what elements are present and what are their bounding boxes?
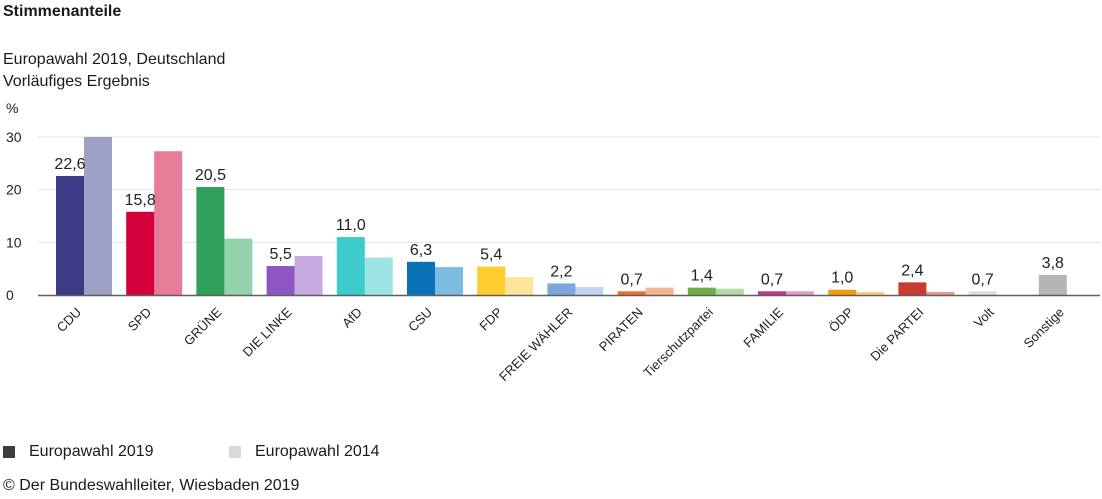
bar-2019: [266, 266, 295, 295]
bar-2014: [505, 277, 534, 295]
x-category-label: SPD: [125, 305, 155, 335]
bar-2014: [154, 151, 183, 295]
y-tick-label: 20: [6, 182, 22, 198]
bar-2019: [617, 291, 646, 295]
bar-2014: [715, 288, 744, 295]
bar-2019: [126, 211, 155, 295]
data-label-2019: 3,8: [1042, 255, 1064, 272]
data-label-2019: 11,0: [336, 217, 366, 234]
bar-2019: [828, 289, 857, 295]
y-axis-unit-label: %: [6, 100, 19, 116]
x-category-label: Volt: [971, 304, 997, 330]
legend-item-2014: Europawahl 2014: [229, 442, 380, 462]
bar-2019: [407, 261, 435, 295]
bar-2014: [84, 137, 112, 295]
legend-swatch-2019: [3, 446, 15, 458]
bar-2019: [687, 287, 716, 295]
data-label-2019: 5,5: [269, 246, 291, 263]
bar-2019: [56, 175, 84, 295]
x-category-label: GRÜNE: [181, 304, 225, 348]
x-category-label: Die PARTEI: [867, 305, 926, 364]
legend-item-2019: Europawahl 2019: [3, 442, 154, 462]
legend-label-2019: Europawahl 2019: [29, 443, 154, 460]
data-label-2019: 2,4: [901, 262, 923, 279]
bar-2014: [294, 256, 323, 295]
data-label-2019: 20,5: [195, 167, 226, 184]
x-category-label: Tierschutzpartei: [640, 304, 716, 380]
bar-2014: [856, 291, 885, 295]
bar-2014: [645, 287, 674, 295]
x-category-label: FREIE WÄHLER: [496, 305, 576, 385]
bar-2019: [336, 237, 365, 295]
x-category-label: CSU: [405, 305, 435, 335]
legend-swatch-2014: [229, 446, 241, 458]
bar-2014: [786, 291, 814, 295]
data-label-2019: 1,4: [691, 268, 713, 285]
y-tick-label: 30: [6, 129, 22, 145]
bar-2014: [435, 267, 463, 295]
y-tick-label: 0: [6, 287, 14, 303]
x-category-label: FDP: [476, 305, 505, 334]
bar-2019: [898, 282, 927, 295]
bar-2014: [926, 291, 955, 295]
data-label-2019: 2,2: [550, 263, 572, 280]
x-category-label: CDU: [54, 305, 85, 336]
legend-label-2014: Europawahl 2014: [255, 443, 380, 460]
data-label-2019: 15,8: [125, 192, 156, 209]
y-tick-label: 10: [6, 234, 22, 250]
bar-2019: [758, 291, 786, 295]
data-label-2019: 0,7: [971, 271, 993, 288]
bar-2014: [224, 238, 253, 295]
data-label-2019: 1,0: [831, 270, 853, 287]
data-label-2019: 5,4: [480, 247, 502, 264]
bar-2019: [196, 187, 225, 295]
x-category-label: AfD: [339, 305, 365, 331]
chart-heading: Stimmenanteile: [3, 3, 122, 20]
bar-2019: [968, 291, 997, 295]
copyright-note: © Der Bundeswahlleiter, Wiesbaden 2019: [3, 477, 300, 494]
bar-2019: [547, 283, 576, 295]
x-category-label: DIE LINKE: [240, 304, 295, 359]
data-label-2019: 6,3: [410, 242, 432, 259]
x-category-label: ÖDP: [826, 305, 857, 336]
bar-2019: [477, 266, 506, 295]
bar-2014: [364, 257, 393, 295]
data-label-2019: 0,7: [620, 271, 642, 288]
x-category-label: Sonstige: [1021, 305, 1067, 351]
x-category-label: FAMILIE: [740, 304, 786, 350]
data-label-2019: 0,7: [761, 271, 783, 288]
bar-2014: [575, 287, 604, 295]
data-label-2019: 22,6: [54, 156, 85, 173]
x-category-label: PIRATEN: [596, 305, 646, 355]
chart-title: Europawahl 2019, Deutschland: [3, 51, 226, 68]
bar-2019: [1038, 274, 1067, 295]
chart-subtitle: Vorläufiges Ergebnis: [3, 73, 150, 90]
